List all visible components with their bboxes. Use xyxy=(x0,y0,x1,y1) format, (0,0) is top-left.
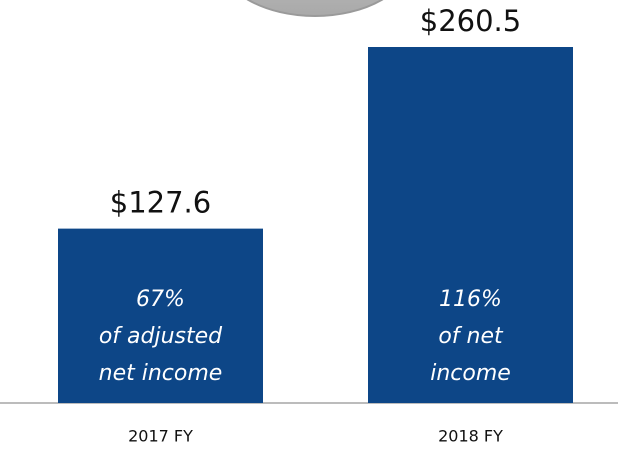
bar-annotation: income xyxy=(430,361,511,386)
bar xyxy=(58,228,263,403)
x-tick-label: 2018 FY xyxy=(438,427,503,446)
bar-annotation: net income xyxy=(99,361,223,386)
bar-annotation: of adjusted xyxy=(99,324,223,349)
bar-annotation: of net xyxy=(438,324,504,349)
bar xyxy=(368,47,573,403)
value-label: $260.5 xyxy=(420,4,521,38)
value-label: $127.6 xyxy=(110,186,211,220)
x-tick-label: 2017 FY xyxy=(128,427,193,446)
bar-annotation: 116% xyxy=(439,287,502,312)
bar-annotation: 67% xyxy=(136,287,185,312)
decor-ellipse xyxy=(246,0,384,17)
